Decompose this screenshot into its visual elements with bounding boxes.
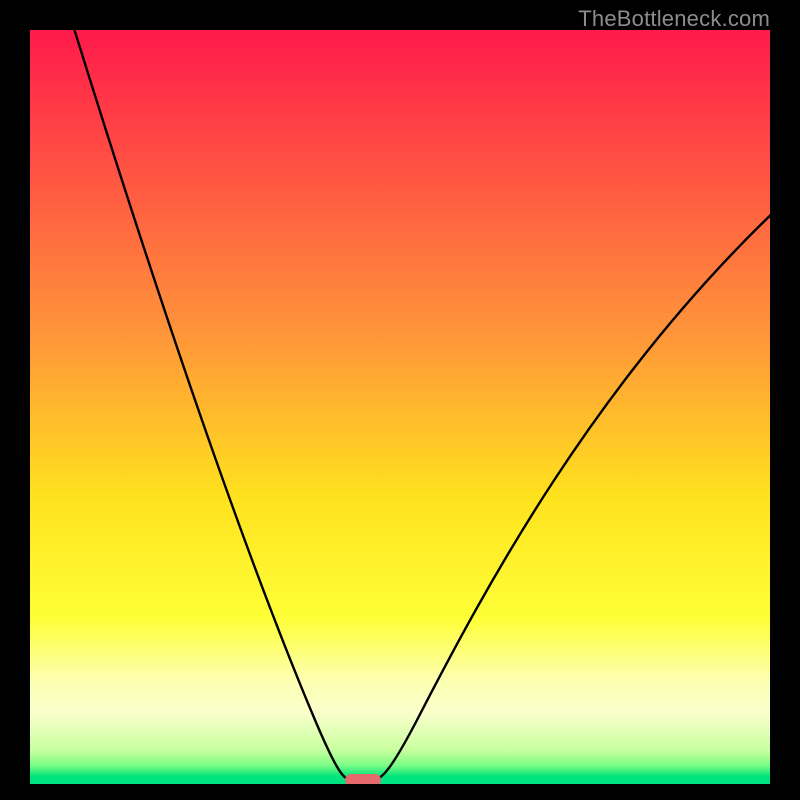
bottleneck-curve: [30, 30, 770, 784]
optimal-point-marker: [345, 774, 381, 784]
plot-area: [30, 30, 770, 784]
watermark-text: TheBottleneck.com: [578, 6, 770, 32]
curve-left-branch: [72, 30, 346, 778]
curve-right-branch: [379, 208, 770, 778]
chart-frame: TheBottleneck.com: [0, 0, 800, 800]
